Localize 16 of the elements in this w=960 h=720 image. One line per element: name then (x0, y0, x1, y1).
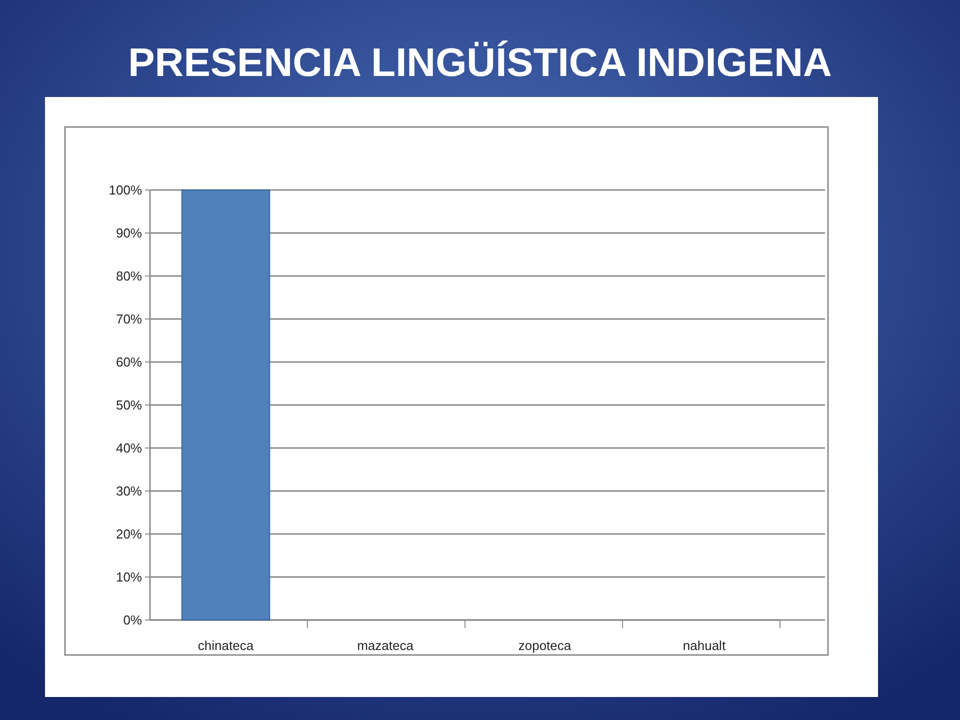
x-tick-label: mazateca (357, 638, 414, 653)
y-tick-label: 70% (116, 312, 142, 327)
y-tick-label: 40% (116, 440, 142, 456)
x-tick-label: chinateca (198, 638, 254, 653)
x-tick-label: nahualt (682, 638, 726, 653)
y-tick-label: 20% (116, 526, 142, 542)
y-tick-label: 80% (116, 268, 142, 284)
y-tick-label: 100% (108, 182, 142, 198)
y-tick-label: 0% (123, 612, 142, 628)
y-tick-label: 60% (116, 354, 142, 370)
y-tick-label: 30% (116, 484, 142, 499)
x-tick-label: zopoteca (518, 638, 572, 653)
chart-title: PRESENCIA LINGÜÍSTICA INDIGENA (128, 40, 832, 85)
y-tick-label: 90% (116, 226, 142, 241)
y-tick-label: 10% (116, 570, 142, 585)
y-tick-label: 50% (116, 398, 142, 413)
